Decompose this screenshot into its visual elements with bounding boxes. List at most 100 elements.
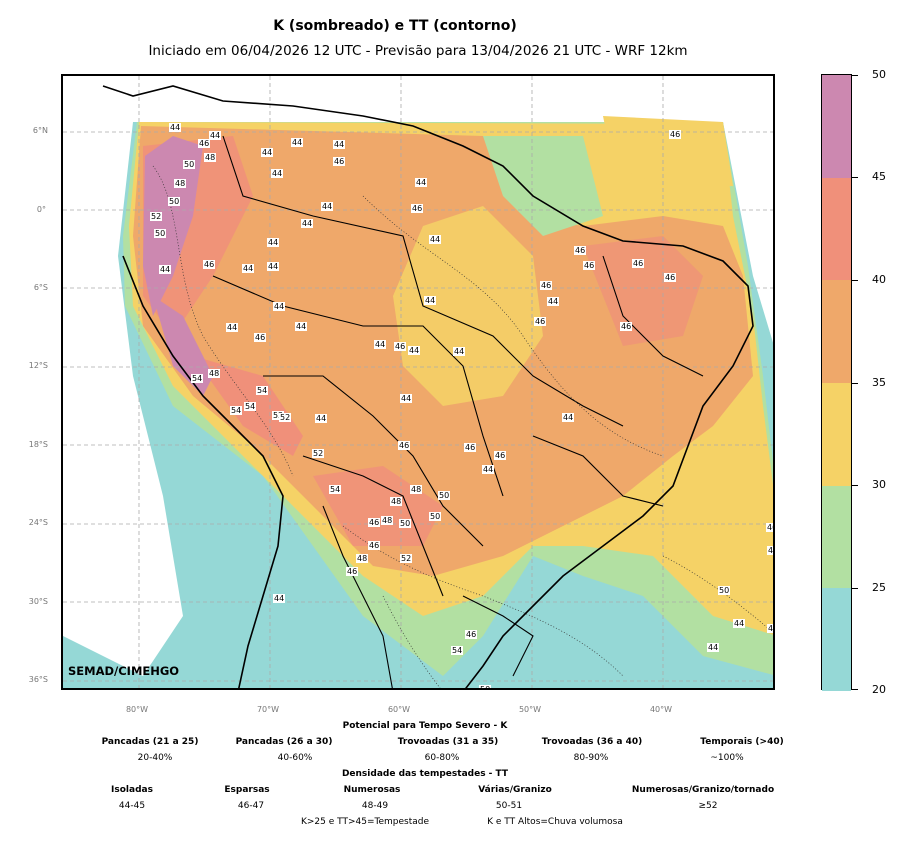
contour-label: 50 (479, 685, 492, 688)
contour-label: 54 (191, 374, 204, 383)
map-title: K (sombreado) e TT (contorno) (273, 18, 517, 34)
contour-label: 44 (301, 219, 314, 228)
contour-label: 50 (154, 229, 167, 238)
watermark-label: SEMAD/CIMEHGO (68, 664, 180, 678)
contour-label: 46 (346, 567, 359, 576)
legend-footnote-rain: K e TT Altos=Chuva volumosa (487, 817, 623, 827)
k-field-yellow-patch-2 (603, 116, 733, 186)
contour-label: 46 (574, 246, 587, 255)
legend-tt-range-3: 48-49 (361, 801, 389, 811)
contour-label: 46 (368, 541, 381, 550)
legend-tt-range-2: 46-47 (237, 801, 265, 811)
colorbar-tick (852, 588, 858, 589)
contour-label: 54 (256, 386, 269, 395)
coastline (102, 85, 754, 688)
colorbar-band-30-35 (822, 383, 851, 486)
contour-label: 44 (261, 148, 274, 157)
contour-label: 50 (168, 197, 181, 206)
lat-label-30s: 30°S (28, 597, 48, 606)
colorbar-tick (852, 177, 858, 178)
contour-label: 46 (398, 441, 411, 450)
lon-label-60w: 60°W (387, 705, 411, 714)
lat-label-12s: 12°S (28, 361, 48, 370)
colorbar-tick (852, 75, 858, 76)
k-field-yellow-patch (393, 206, 543, 406)
contour-label: 44 (400, 394, 413, 403)
contour-label: 46 (394, 342, 407, 351)
contour-label: 44 (315, 414, 328, 423)
colorbar-label-35: 35 (872, 376, 886, 389)
contour-label: 44 (273, 302, 286, 311)
contour-label: 46 (203, 260, 216, 269)
contour-label: 44 (429, 235, 442, 244)
contour-label: 46 (766, 523, 773, 532)
contour-label: 46 (368, 518, 381, 527)
contour-label: 44 (374, 340, 387, 349)
contour-label: 46 (767, 546, 773, 555)
contour-label: 44 (209, 131, 222, 140)
legend-k-name-4: Trovoadas (36 a 40) (541, 737, 643, 747)
lat-label-6s: 6°S (33, 283, 48, 292)
k-field-purple (143, 136, 203, 316)
contour-label: 44 (424, 296, 437, 305)
lat-label-18s: 18°S (28, 440, 48, 449)
forecast-map-graphic (63, 76, 773, 688)
contour-label: 46 (632, 259, 645, 268)
colorbar-label-30: 30 (872, 478, 886, 491)
contour-label: 48 (174, 179, 187, 188)
contour-label: 44 (482, 465, 495, 474)
contour-label: 44 (169, 123, 182, 132)
legend-tt-range-5: ≥52 (698, 801, 718, 811)
lon-label-80w: 80°W (125, 705, 149, 714)
legend-k-prob-1: 20-40% (137, 753, 173, 763)
contour-label: 44 (291, 138, 304, 147)
contour-label: 44 (333, 140, 346, 149)
contour-label: 44 (408, 346, 421, 355)
contour-label: 46 (669, 130, 682, 139)
contour-label: 46 (664, 273, 677, 282)
map-subtitle: Iniciado em 06/04/2026 12 UTC - Previsão… (148, 43, 688, 59)
contour-label: 52 (150, 212, 163, 221)
legend-k-prob-3: 60-80% (424, 753, 460, 763)
contour-label: 46 (494, 451, 507, 460)
contour-label: 50 (183, 160, 196, 169)
lon-label-40w: 40°W (649, 705, 673, 714)
contour-label: 48 (390, 497, 403, 506)
contour-label: 54 (329, 485, 342, 494)
legend-k-name-5: Temporais (>40) (700, 737, 784, 747)
contour-label: 44 (415, 178, 428, 187)
contour-label: 44 (242, 264, 255, 273)
contour-label: 44 (321, 202, 334, 211)
contour-label: 46 (411, 204, 424, 213)
k-field-red-east (583, 236, 703, 346)
colorbar-tick (852, 689, 858, 690)
contour-label: 46 (333, 157, 346, 166)
legend-k-name-1: Pancadas (21 a 25) (101, 737, 199, 747)
colorbar-band-45-50 (822, 75, 851, 178)
lon-label-70w: 70°W (256, 705, 280, 714)
contour-label: 54 (451, 646, 464, 655)
legend-k-prob-4: 80-90% (573, 753, 609, 763)
contour-label: 44 (226, 323, 239, 332)
legend-tt-name-3: Numerosas (343, 785, 401, 795)
contour-label: 50 (429, 512, 442, 521)
colorbar-band-40-45 (822, 177, 851, 281)
k-field-green-patch (483, 136, 603, 236)
colorbar-tick (852, 383, 858, 384)
legend-k-prob-2: 40-60% (277, 753, 313, 763)
legend-tt-name-4: Várias/Granizo (478, 785, 552, 795)
contour-label: 48 (208, 369, 221, 378)
political-borders (212, 135, 704, 688)
contour-label: 46 (464, 443, 477, 452)
legend-k-name-3: Trovoadas (31 a 35) (397, 737, 499, 747)
contour-label: 50 (718, 586, 731, 595)
colorbar-label-25: 25 (872, 581, 886, 594)
contour-label: 48 (204, 153, 217, 162)
contour-label: 44 (273, 594, 286, 603)
colorbar (821, 74, 852, 691)
legend-tt-range-1: 44-45 (118, 801, 146, 811)
contour-label: 48 (356, 554, 369, 563)
contour-label: 44 (547, 297, 560, 306)
contour-label: 48 (381, 516, 394, 525)
contour-label: 48 (410, 485, 423, 494)
